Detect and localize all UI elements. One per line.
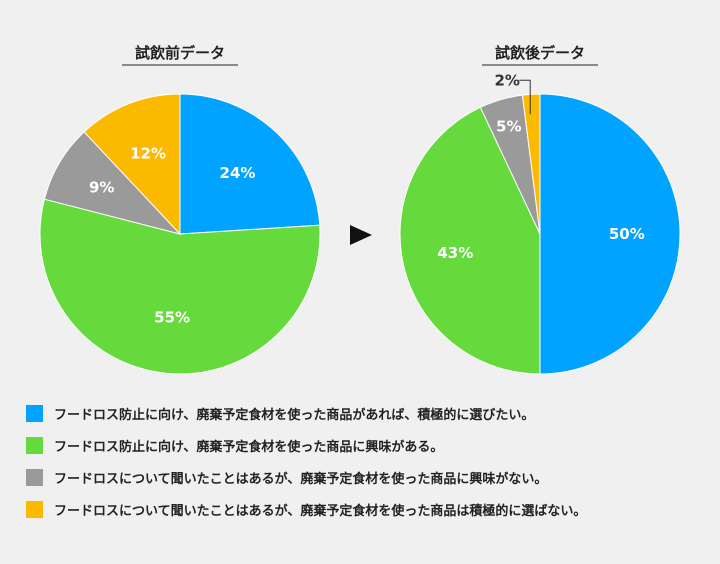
play-arrow-icon: [350, 225, 372, 245]
legend-item: フードロス防止に向け、廃棄予定食材を使った商品があれば、積極的に選びたい。: [26, 402, 716, 424]
legend-swatch: [26, 468, 43, 486]
legend: フードロス防止に向け、廃棄予定食材を使った商品があれば、積極的に選びたい。 フー…: [26, 402, 716, 530]
slice-label: 9%: [89, 179, 114, 197]
slice-label: 50%: [609, 225, 645, 243]
slice-label: 43%: [437, 244, 473, 262]
slice-choose-actively: [539, 93, 681, 375]
slice-not-choose: [83, 93, 181, 236]
chart-title-before: 試飲前データ: [135, 44, 225, 62]
pie-chart-after: 試飲後データ 50% 43% 5% 2%: [399, 44, 681, 375]
slice-label: 12%: [130, 144, 166, 162]
slice-interested: [39, 198, 321, 375]
legend-label: フードロスについて聞いたことはあるが、廃棄予定食材を使った商品に興味がない。: [54, 471, 548, 487]
slice-interested: [399, 106, 541, 375]
legend-item: フードロス防止に向け、廃棄予定食材を使った商品に興味がある。: [26, 434, 716, 456]
pie-slices-after: 50% 43% 5% 2%: [399, 71, 681, 375]
legend-label: フードロス防止に向け、廃棄予定食材を使った商品があれば、積極的に選びたい。: [54, 407, 535, 423]
slice-choose-actively: [179, 93, 321, 235]
slice-label: 55%: [154, 309, 190, 327]
legend-label: フードロス防止に向け、廃棄予定食材を使った商品に興味がある。: [54, 439, 444, 455]
slice-label: 2%: [494, 71, 519, 89]
slice-not-choose: [521, 93, 541, 235]
legend-item: フードロスについて聞いたことはあるが、廃棄予定食材を使った商品は積極的に選ばない…: [26, 498, 716, 520]
legend-swatch: [26, 404, 43, 422]
legend-item: フードロスについて聞いたことはあるが、廃棄予定食材を使った商品に興味がない。: [26, 466, 716, 488]
legend-label: フードロスについて聞いたことはあるが、廃棄予定食材を使った商品は積極的に選ばない…: [54, 503, 587, 519]
slice-leader-line: [519, 79, 531, 115]
slice-not-interested: [43, 131, 182, 235]
slice-label: 5%: [496, 117, 521, 135]
legend-swatch: [26, 436, 43, 454]
chart-title-after: 試飲後データ: [495, 44, 585, 62]
pie-slices-before: 24% 55% 9% 12%: [39, 93, 321, 375]
slice-label: 24%: [220, 164, 256, 182]
pie-chart-before: 試飲前データ 24% 55% 9% 12%: [39, 44, 321, 375]
legend-swatch: [26, 500, 43, 518]
